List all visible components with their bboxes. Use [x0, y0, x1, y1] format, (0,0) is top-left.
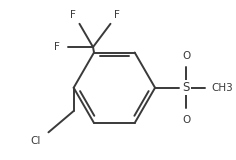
Text: Cl: Cl — [30, 136, 41, 146]
Text: F: F — [54, 42, 60, 52]
Text: F: F — [70, 10, 76, 20]
Text: CH3: CH3 — [211, 83, 233, 93]
Text: O: O — [182, 51, 190, 61]
Text: F: F — [114, 10, 120, 20]
Text: O: O — [182, 115, 190, 125]
Text: S: S — [182, 81, 190, 94]
